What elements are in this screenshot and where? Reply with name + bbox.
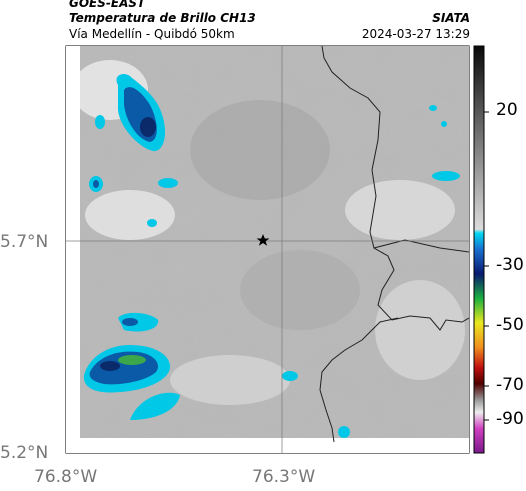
region-subtitle: Vía Medellín - Quibdó 50km [69, 27, 235, 41]
agency-label: SIATA [432, 11, 470, 25]
product-title: Temperatura de Brillo CH13 [69, 11, 256, 25]
colorbar-tick-label: 20 [496, 100, 518, 120]
x-tick-label: 76.3°W [252, 467, 316, 487]
x-tick-label: 76.8°W [34, 467, 98, 487]
satellite-title: GOES-EAST [69, 0, 146, 10]
cold-cloud-cell-south [83, 312, 350, 438]
colorbar-tick-label: -30 [496, 255, 524, 275]
department-boundary-south [319, 317, 399, 443]
star-icon [256, 234, 270, 246]
department-boundary [321, 46, 469, 331]
colorbar-tick-label: -90 [496, 409, 524, 429]
colorbar [473, 45, 485, 454]
cold-cloud-cell-east [429, 105, 460, 181]
datetime-label: 2024-03-27 13:29 [361, 27, 470, 41]
cold-cloud-cell-west [89, 176, 178, 227]
y-tick-label: 5.7°N [0, 232, 49, 252]
cold-cloud-cell-north [95, 74, 166, 152]
y-tick-label: 5.2°N [0, 443, 49, 463]
colorbar-tick-label: -50 [496, 315, 524, 335]
colorbar-tick-label: -70 [496, 375, 524, 395]
department-boundary-east [373, 239, 469, 253]
